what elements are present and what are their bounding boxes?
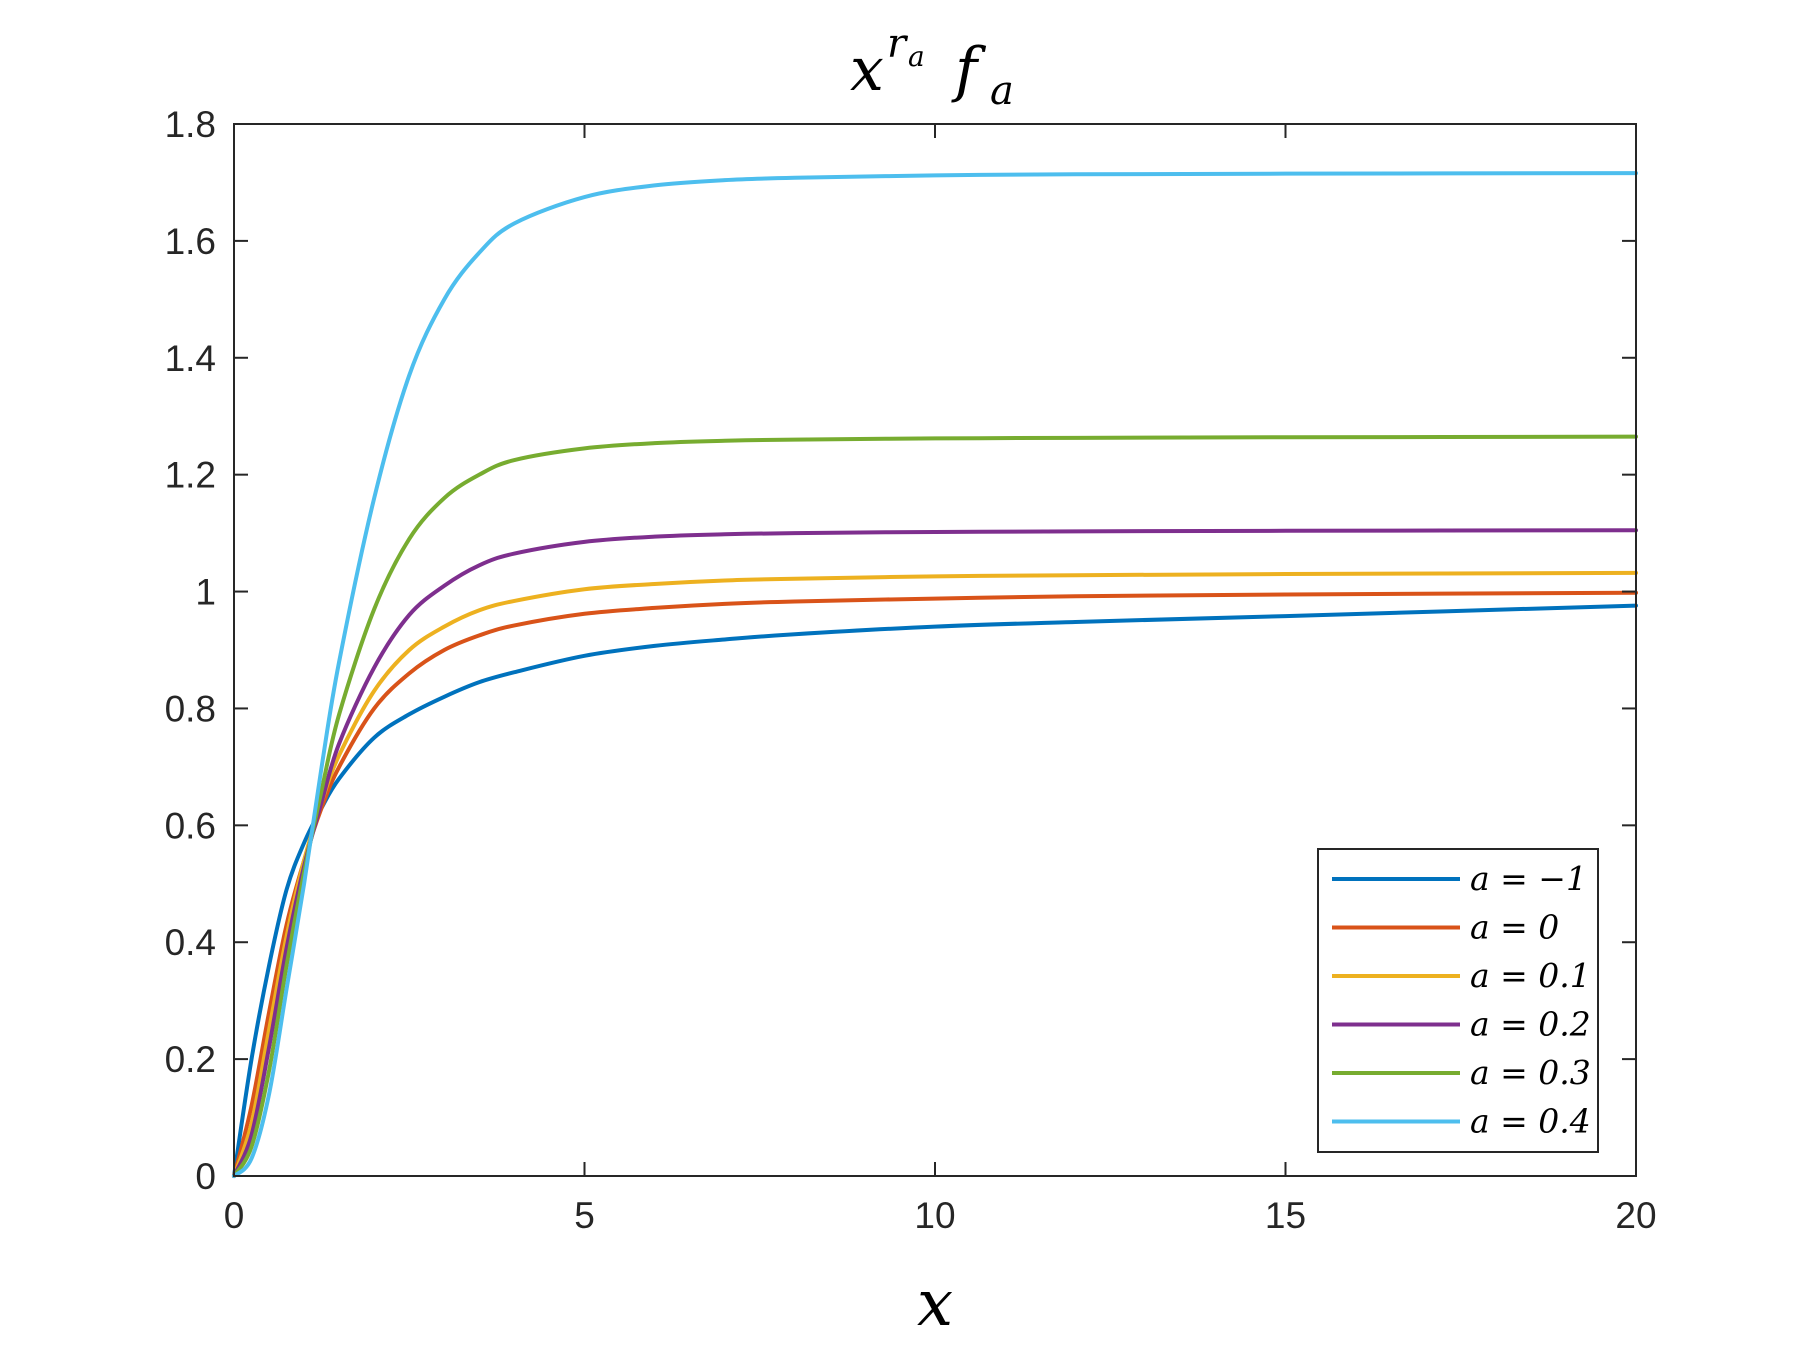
legend: a = −1 a = 0 a = 0.1 a = 0.2 a = 0.3 a = 0.4 [1317, 848, 1599, 1153]
legend-label-4: a = 0.3 [1470, 1053, 1591, 1092]
y-tick-label: 0.4 [165, 922, 216, 963]
x-tick-label: 20 [1615, 1195, 1656, 1236]
x-tick-label: 15 [1265, 1195, 1306, 1236]
legend-label-0: a = −1 [1470, 859, 1587, 898]
series-line-0 [232, 603, 1638, 1178]
y-tick-label: 1.2 [165, 455, 216, 496]
legend-box [1317, 848, 1599, 1153]
x-axis-label: x [917, 1267, 953, 1341]
y-tick-label: 0 [195, 1156, 216, 1197]
y-tick-label: 1.8 [165, 104, 216, 145]
chart-title: x r a f a [850, 21, 1014, 114]
plot-area: 0 5 10 15 20 0 0.2 0.4 0.6 0.8 1 1.2 1.4 1.6 1.8 a = −1… [165, 104, 1657, 1236]
legend-label-5: a = 0.4 [1470, 1102, 1591, 1141]
y-tick-label: 1.4 [165, 338, 216, 379]
title-superscript-a: a [908, 40, 925, 73]
series-line-5 [232, 171, 1638, 1178]
y-tick-label: 0.2 [165, 1039, 216, 1080]
series-line-2 [232, 570, 1638, 1178]
title-superscript-r: r [887, 21, 909, 67]
x-tick-label: 0 [224, 1195, 245, 1236]
series-group [232, 171, 1638, 1178]
y-tick-label: 1 [195, 572, 216, 613]
title-x: x [850, 35, 884, 105]
legend-label-3: a = 0.2 [1470, 1005, 1591, 1044]
series-line-1 [232, 590, 1638, 1178]
series-line-4 [232, 434, 1638, 1178]
legend-label-1: a = 0 [1470, 908, 1559, 947]
y-tick-label: 0.6 [165, 805, 216, 846]
x-tick-label: 5 [574, 1195, 595, 1236]
legend-label-2: a = 0.1 [1470, 956, 1591, 995]
y-tick-label: 1.6 [165, 221, 216, 262]
title-subscript-a: a [990, 68, 1014, 114]
x-tick-label: 10 [914, 1195, 955, 1236]
series-line-3 [232, 528, 1638, 1178]
y-tick-label: 0.8 [165, 688, 216, 729]
